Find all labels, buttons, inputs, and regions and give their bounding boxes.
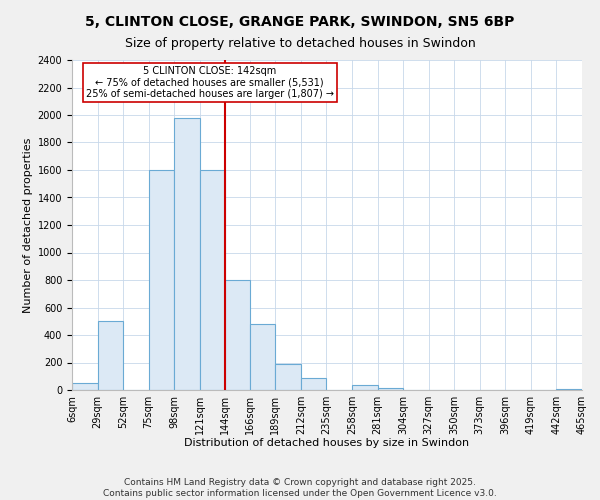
Text: 5 CLINTON CLOSE: 142sqm
← 75% of detached houses are smaller (5,531)
25% of semi: 5 CLINTON CLOSE: 142sqm ← 75% of detache… xyxy=(86,66,334,98)
Bar xyxy=(72,383,98,390)
Bar xyxy=(556,388,582,390)
Bar xyxy=(149,170,174,390)
Bar xyxy=(352,385,377,390)
Bar xyxy=(301,378,326,390)
X-axis label: Distribution of detached houses by size in Swindon: Distribution of detached houses by size … xyxy=(184,438,470,448)
Text: Size of property relative to detached houses in Swindon: Size of property relative to detached ho… xyxy=(125,38,475,51)
Bar xyxy=(174,118,200,390)
Bar xyxy=(275,364,301,390)
Bar xyxy=(226,280,250,390)
Text: 5, CLINTON CLOSE, GRANGE PARK, SWINDON, SN5 6BP: 5, CLINTON CLOSE, GRANGE PARK, SWINDON, … xyxy=(85,15,515,29)
Text: Contains HM Land Registry data © Crown copyright and database right 2025.
Contai: Contains HM Land Registry data © Crown c… xyxy=(103,478,497,498)
Y-axis label: Number of detached properties: Number of detached properties xyxy=(23,138,34,312)
Bar xyxy=(200,170,226,390)
Bar xyxy=(250,324,275,390)
Bar xyxy=(98,322,123,390)
Bar xyxy=(377,388,403,390)
